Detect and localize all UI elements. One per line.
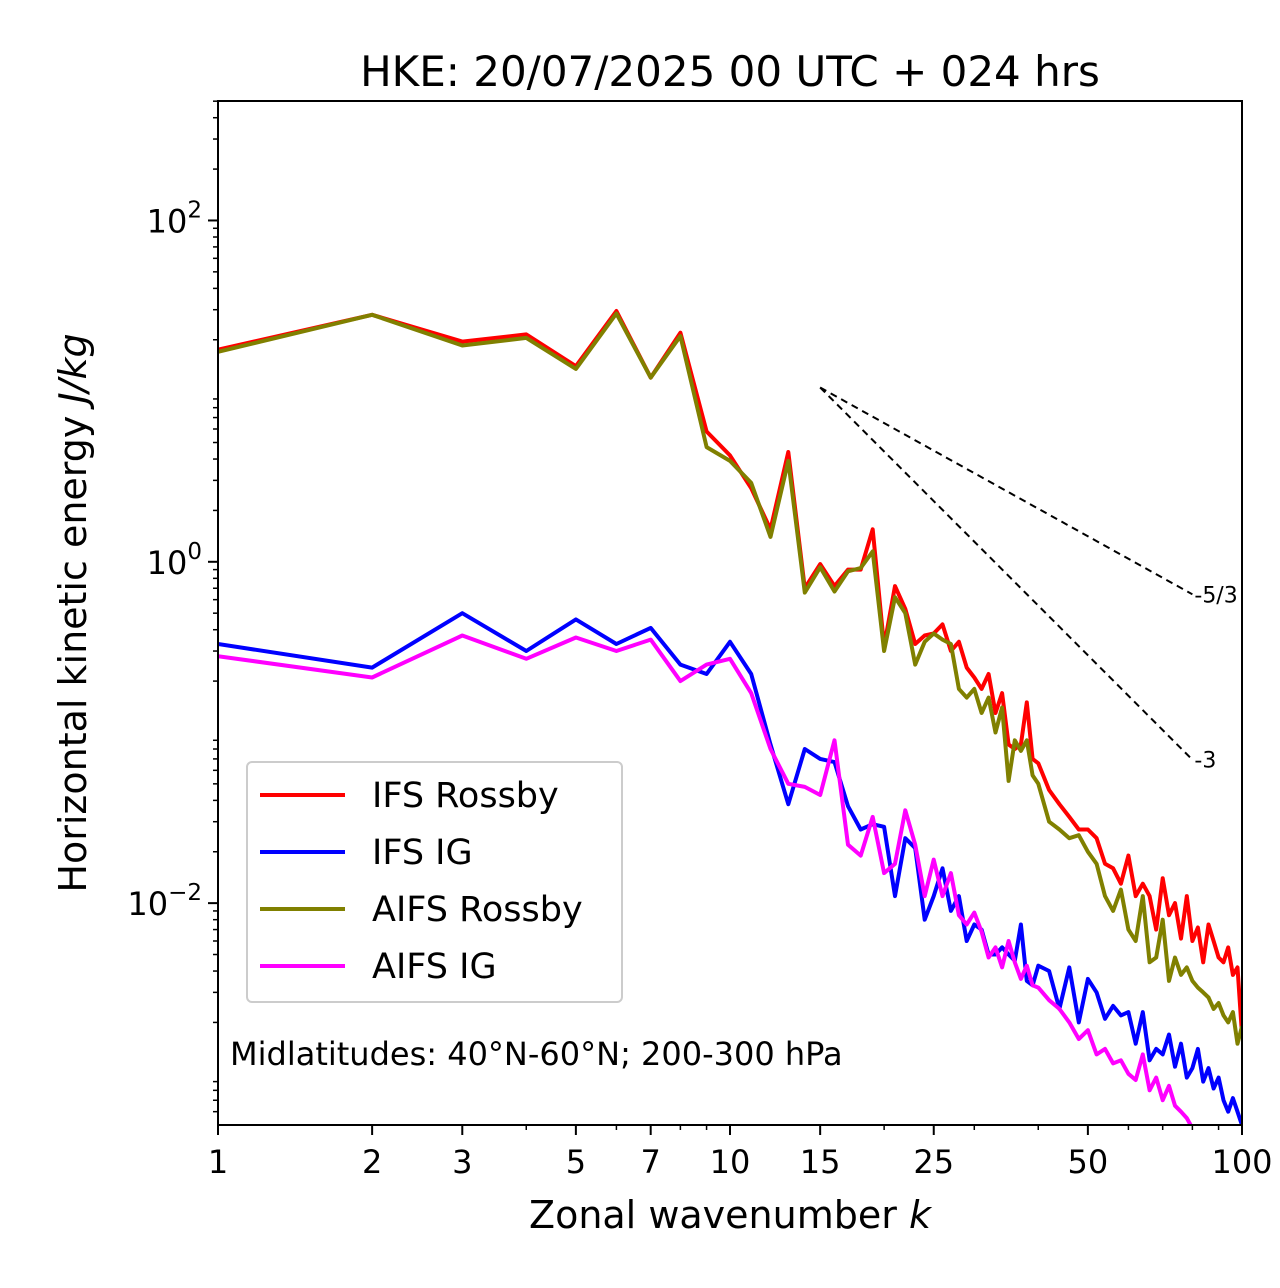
legend: IFS Rossby IFS IG AIFS Rossby AIFS IG	[246, 761, 623, 1003]
x-tick-label: 7	[641, 1143, 661, 1181]
x-axis-label: Zonal wavenumber k	[529, 1193, 933, 1237]
data-series	[218, 309, 1242, 1125]
x-tick-label: 25	[913, 1143, 954, 1181]
legend-label: AIFS IG	[372, 947, 497, 987]
x-tick-label: 3	[452, 1143, 472, 1181]
reference-line-label: -5/3	[1194, 583, 1237, 608]
y-axis-label: Horizontal kinetic energy J/kg	[51, 333, 95, 892]
y-tick-label: 102	[147, 197, 202, 240]
x-tick-label: 2	[362, 1143, 382, 1181]
legend-frame	[246, 761, 623, 1003]
series-line	[218, 633, 1193, 1125]
reference-line	[819, 386, 1194, 761]
x-tick-label: 5	[566, 1143, 586, 1181]
x-tick-label: 50	[1068, 1143, 1109, 1181]
legend-label: AIFS Rossby	[372, 890, 583, 930]
plot-frame	[217, 100, 1243, 1126]
x-tick-label: 100	[1211, 1143, 1272, 1181]
y-tick-label: 100	[147, 539, 202, 582]
chart-title: HKE: 20/07/2025 00 UTC + 024 hrs	[360, 47, 1100, 96]
reference-line	[819, 386, 1193, 596]
x-tick-label: 1	[208, 1143, 228, 1181]
x-tick-label: 10	[710, 1143, 751, 1181]
reference-line-label: -3	[1194, 749, 1216, 774]
y-tick-label: 10−2	[127, 880, 202, 923]
axis-ticks: 1 2 3 5 7 10 15 25 50 100 10−2 100 102	[127, 100, 1273, 1181]
legend-label: IFS Rossby	[372, 776, 559, 816]
region-annotation: Midlatitudes: 40°N-60°N; 200-300 hPa	[230, 1035, 843, 1073]
series-line	[218, 311, 1242, 1046]
x-tick-label: 15	[800, 1143, 841, 1181]
legend-label: IFS IG	[372, 833, 473, 873]
reference-slope-lines: -5/3 -3	[819, 386, 1238, 774]
